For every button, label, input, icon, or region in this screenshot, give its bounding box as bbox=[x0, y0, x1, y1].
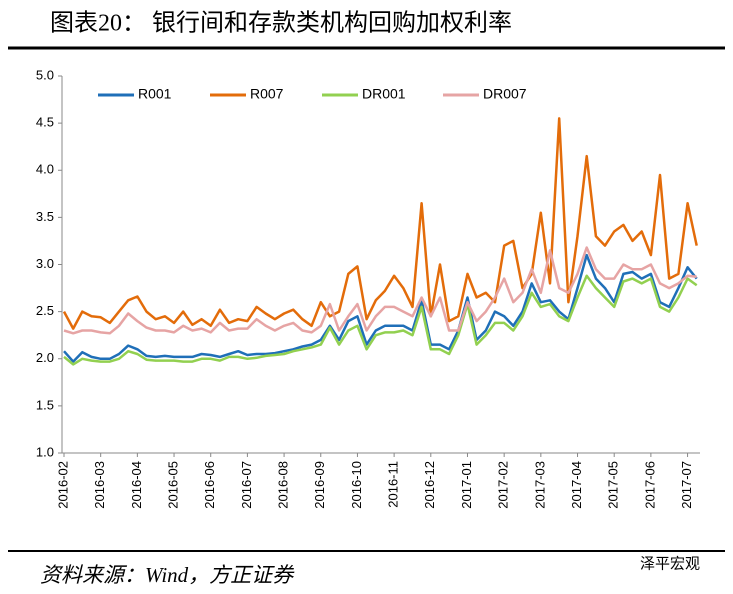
x-tick-label: 2016-06 bbox=[202, 461, 217, 509]
x-tick-label: 2017-04 bbox=[569, 461, 584, 509]
series-line bbox=[62, 117, 698, 330]
y-tick-label: 2.5 bbox=[36, 303, 54, 318]
source-note: 资料来源：Wind，方正证券 bbox=[40, 563, 295, 587]
y-tick-label: 4.0 bbox=[36, 162, 54, 177]
y-tick-label: 5.0 bbox=[36, 67, 54, 82]
x-tick-label: 2017-02 bbox=[496, 461, 511, 509]
series-line bbox=[63, 246, 697, 335]
y-tick-label: 3.5 bbox=[36, 209, 54, 224]
legend-label: DR007 bbox=[483, 86, 527, 102]
watermark: 泽平宏观 bbox=[640, 555, 700, 573]
chart-title: 图表20： 银行间和存款类机构回购加权利率 bbox=[50, 10, 512, 37]
y-tick-label: 1.0 bbox=[36, 444, 54, 459]
x-tick-label: 2016-07 bbox=[239, 461, 254, 509]
y-tick-label: 4.5 bbox=[36, 115, 54, 130]
x-tick-label: 2017-06 bbox=[642, 461, 657, 509]
x-tick-label: 2016-02 bbox=[55, 461, 70, 509]
x-tick-label: 2016-11 bbox=[386, 461, 401, 508]
x-tick-label: 2016-09 bbox=[312, 461, 327, 509]
x-tick-label: 2016-10 bbox=[349, 461, 364, 509]
x-tick-label: 2016-03 bbox=[92, 461, 107, 509]
x-tick-label: 2016-04 bbox=[129, 461, 144, 509]
x-tick-label: 2017-03 bbox=[532, 461, 547, 509]
legend-label: DR001 bbox=[362, 86, 406, 102]
legend-label: R007 bbox=[250, 86, 284, 102]
x-tick-label: 2017-01 bbox=[459, 461, 474, 509]
x-tick-label: 2016-05 bbox=[165, 461, 180, 509]
x-tick-label: 2016-12 bbox=[422, 461, 437, 509]
x-tick-label: 2017-05 bbox=[606, 461, 621, 509]
series-line bbox=[63, 253, 698, 363]
x-tick-label: 2016-08 bbox=[276, 461, 291, 509]
x-tick-label: 2017-07 bbox=[679, 461, 694, 509]
series-line bbox=[63, 274, 698, 366]
y-tick-label: 3.0 bbox=[36, 256, 54, 271]
y-tick-label: 1.5 bbox=[36, 397, 54, 412]
y-tick-label: 2.0 bbox=[36, 350, 54, 365]
legend-label: R001 bbox=[138, 86, 172, 102]
